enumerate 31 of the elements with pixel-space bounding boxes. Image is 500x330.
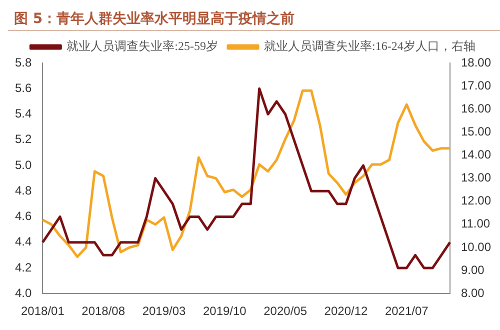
legend-label: 就业人员调查失业率:25-59岁 (66, 39, 218, 54)
x-tick-label: 2020/05 (264, 304, 308, 318)
y2-tick-label: 9.00 (460, 262, 485, 277)
y2-tick-label: 11.00 (460, 216, 490, 231)
y2-tick-label: 13.00 (460, 170, 492, 185)
y-tick-label: 4.0 (14, 286, 32, 300)
x-tick-label: 2018/08 (82, 304, 126, 318)
y2-tick-label: 16.00 (460, 101, 492, 116)
y2-tick-label: 12.00 (460, 194, 492, 208)
y-tick-label: 4.4 (14, 234, 32, 249)
x-tick-label: 2021/07 (384, 304, 429, 318)
y-tick-label: 4.6 (14, 209, 32, 224)
x-tick-label: 2018/01 (20, 304, 65, 318)
y2-tick-label: 14.00 (460, 148, 492, 162)
y-tick-label: 5.4 (14, 106, 32, 121)
y2-tick-label: 10.00 (460, 240, 492, 254)
y-tick-label: 5.0 (14, 158, 32, 172)
y2-tick-label: 8.00 (460, 286, 485, 300)
y-tick-label: 4.2 (14, 260, 32, 274)
x-tick-label: 2019/10 (202, 304, 247, 318)
x-tick-label: 2020/12 (324, 304, 368, 318)
y2-tick-label: 15.00 (460, 124, 492, 138)
legend-label: 就业人员调查失业率:16-24岁人口，右轴 (264, 39, 476, 54)
y-tick-label: 5.2 (14, 132, 32, 146)
y2-tick-label: 18.00 (460, 55, 492, 70)
x-tick-label: 2019/03 (142, 304, 186, 318)
y-tick-label: 5.8 (14, 55, 32, 70)
y2-tick-label: 17.00 (460, 78, 492, 92)
chart-title: 图 5：青年人群失业率水平明显高于疫情之前 (8, 8, 500, 31)
y-tick-label: 4.8 (14, 183, 32, 198)
y-tick-label: 5.6 (14, 80, 32, 95)
